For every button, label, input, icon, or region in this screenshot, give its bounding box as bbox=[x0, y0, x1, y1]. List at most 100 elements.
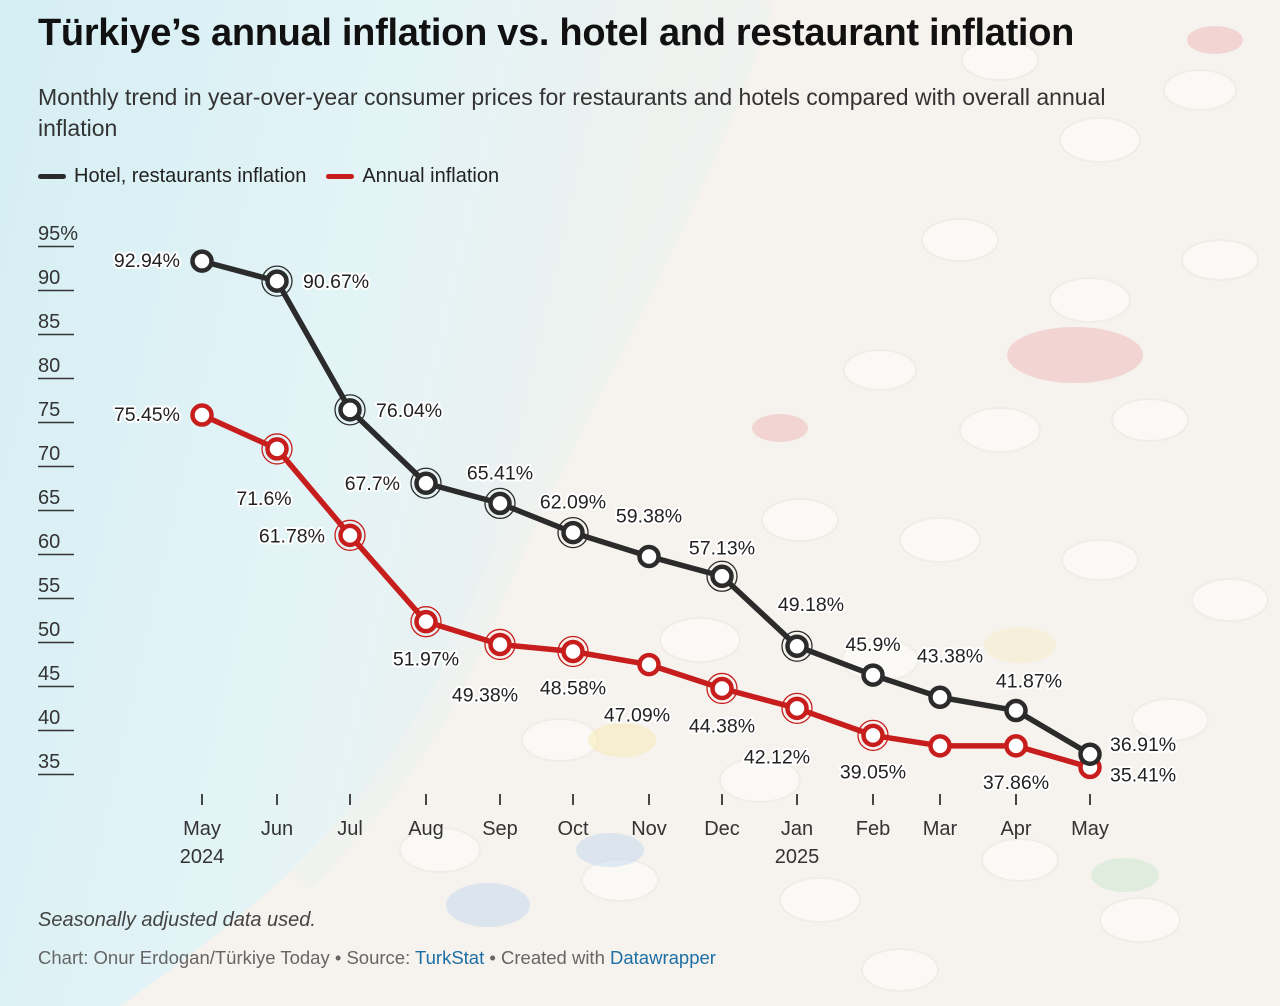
chart-credits: Chart: Onur Erdogan/Türkiye Today • Sour… bbox=[38, 947, 716, 969]
x-tick-label: May bbox=[183, 818, 221, 840]
data-point-hotel bbox=[414, 471, 438, 495]
legend-item-annual: Annual inflation bbox=[326, 165, 499, 188]
data-label-hotel: 67.7% bbox=[345, 473, 400, 495]
point-ring-annual bbox=[484, 628, 516, 661]
y-tick-label: 70 bbox=[38, 443, 60, 465]
data-label-hotel: 59.38% bbox=[616, 505, 682, 527]
data-point-hotel bbox=[265, 269, 289, 293]
legend-label-hotel: Hotel, restaurants inflation bbox=[74, 165, 307, 187]
data-label-hotel: 43.38% bbox=[917, 645, 983, 667]
data-point-annual bbox=[785, 696, 809, 721]
y-tick-label: 35 bbox=[38, 751, 60, 773]
data-point-annual bbox=[265, 437, 289, 461]
x-tick-label: Aug bbox=[408, 818, 444, 840]
point-ring-hotel bbox=[261, 265, 293, 297]
data-label-annual: 37.86% bbox=[983, 772, 1049, 794]
data-point-annual bbox=[338, 523, 362, 548]
y-tick-label: 80 bbox=[38, 355, 60, 377]
x-tick-label: Jul bbox=[337, 818, 363, 840]
source-link[interactable]: TurkStat bbox=[415, 947, 485, 968]
legend-swatch-annual bbox=[326, 174, 355, 179]
data-label-annual: 47.09% bbox=[604, 705, 670, 727]
data-label-hotel: 65.41% bbox=[467, 462, 533, 484]
x-tick-label: Apr bbox=[1000, 818, 1031, 840]
y-tick-label: 90 bbox=[38, 267, 60, 289]
point-ring-hotel bbox=[781, 630, 813, 662]
data-point-annual bbox=[637, 652, 661, 677]
data-label-annual: 49.38% bbox=[452, 684, 518, 706]
data-label-hotel: 45.9% bbox=[845, 634, 900, 656]
point-ring-annual bbox=[557, 635, 589, 668]
data-point-hotel bbox=[561, 520, 585, 545]
chart-title: Türkiye’s annual inflation vs. hotel and… bbox=[38, 12, 1075, 54]
point-ring-hotel bbox=[410, 467, 442, 499]
point-ring-annual bbox=[261, 433, 293, 465]
data-point-annual bbox=[710, 676, 734, 701]
legend-label-annual: Annual inflation bbox=[362, 165, 500, 187]
y-tick-label: 85 bbox=[38, 311, 60, 333]
datawrapper-link[interactable]: Datawrapper bbox=[610, 947, 716, 968]
y-tick-label: 60 bbox=[38, 531, 60, 553]
data-label-hotel: 76.04% bbox=[376, 400, 442, 422]
data-point-annual bbox=[561, 639, 585, 664]
point-ring-hotel bbox=[484, 487, 516, 520]
y-tick-label: 65 bbox=[38, 487, 60, 509]
chart-legend: Hotel, restaurants inflation Annual infl… bbox=[38, 165, 499, 188]
data-point-hotel bbox=[861, 663, 885, 687]
data-point-annual bbox=[488, 632, 512, 657]
x-tick-label: Dec bbox=[704, 818, 740, 840]
data-point-annual bbox=[1004, 734, 1028, 758]
y-tick-label: 95% bbox=[38, 223, 78, 245]
point-ring-annual bbox=[781, 692, 813, 724]
line-chart: 95% 90 85 80 75 70 65 60 55 50 45 40 35 May 2024 Jun Jul… bbox=[38, 223, 1178, 868]
data-point-hotel bbox=[928, 685, 952, 710]
point-ring-annual bbox=[334, 519, 366, 551]
x-tick-label: May bbox=[1071, 818, 1109, 840]
point-ring-annual bbox=[857, 719, 889, 752]
data-label-annual: 48.58% bbox=[540, 677, 606, 699]
data-point-hotel bbox=[338, 398, 362, 422]
data-label-hotel: 36.91% bbox=[1110, 734, 1176, 756]
x-tick-label: Oct bbox=[557, 818, 589, 840]
legend-item-hotel: Hotel, restaurants inflation bbox=[38, 165, 306, 188]
x-tick-label: Nov bbox=[631, 818, 667, 840]
point-ring-hotel bbox=[334, 394, 366, 426]
data-label-hotel: 57.13% bbox=[689, 537, 755, 559]
data-label-annual: 35.41% bbox=[1110, 764, 1176, 786]
x-tick-label: Mar bbox=[923, 818, 958, 840]
data-point-annual bbox=[190, 403, 214, 427]
data-point-annual bbox=[861, 723, 885, 748]
data-label-hotel: 92.94% bbox=[114, 250, 180, 272]
data-point-hotel bbox=[637, 544, 661, 569]
x-tick-label: Jan bbox=[781, 818, 813, 840]
data-point-hotel bbox=[785, 634, 809, 658]
data-label-annual: 51.97% bbox=[393, 649, 459, 671]
y-tick-label: 45 bbox=[38, 663, 60, 685]
x-year-label: 2024 bbox=[180, 846, 225, 868]
data-label-annual: 42.12% bbox=[744, 746, 810, 768]
data-label-annual: 71.6% bbox=[236, 488, 291, 510]
data-point-hotel bbox=[1078, 742, 1102, 766]
x-tick-label: Feb bbox=[856, 818, 890, 840]
data-label-hotel: 41.87% bbox=[996, 671, 1062, 693]
data-point-annual bbox=[928, 734, 952, 758]
point-ring-hotel bbox=[557, 516, 589, 549]
point-ring-annual bbox=[706, 672, 738, 705]
credits-prefix: Chart: Onur Erdogan/Türkiye Today • Sour… bbox=[38, 947, 416, 968]
point-ring-annual bbox=[410, 606, 442, 638]
data-point-hotel bbox=[190, 249, 214, 273]
data-point-hotel bbox=[488, 491, 512, 516]
data-point-hotel bbox=[1004, 698, 1028, 723]
data-label-hotel: 90.67% bbox=[303, 271, 369, 293]
x-tick-label: Jun bbox=[261, 818, 293, 840]
point-ring-hotel bbox=[706, 560, 738, 592]
x-year-label: 2025 bbox=[775, 846, 820, 868]
data-label-annual: 44.38% bbox=[689, 715, 755, 737]
y-tick-label: 75 bbox=[38, 399, 60, 421]
data-point-annual bbox=[414, 609, 438, 634]
data-label-hotel: 49.18% bbox=[778, 594, 844, 616]
legend-swatch-hotel bbox=[38, 174, 66, 179]
x-tick-label: Sep bbox=[482, 818, 518, 840]
data-label-annual: 61.78% bbox=[259, 525, 325, 547]
